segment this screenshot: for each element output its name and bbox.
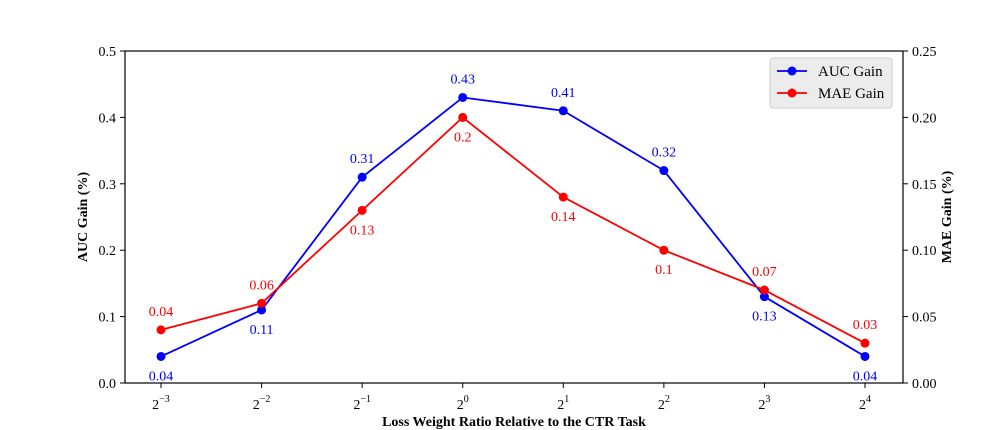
auc-gain-data-label: 0.41	[551, 86, 576, 101]
axis-ticks: 0.0 0.1 0.2 0.3 0.4 0.5 0.00 0.05 0.10 0.15 0.20 0.…	[99, 45, 937, 413]
x-tick-label: 20	[457, 394, 469, 413]
mae-gain-point	[357, 205, 367, 215]
auc-gain-data-label: 0.13	[752, 310, 777, 325]
mae-gain-point	[458, 112, 468, 122]
mae-gain-data-label: 0.07	[752, 265, 777, 280]
x-axis-title: Loss Weight Ratio Relative to the CTR Ta…	[382, 415, 646, 430]
y-left-tick-label: 0.2	[99, 244, 117, 259]
mae-gain-point	[558, 192, 568, 202]
mae-gain-data-label: 0.14	[551, 210, 576, 225]
mae-gain-data-label: 0.1	[655, 263, 673, 278]
y-right-tick-label: 0.20	[912, 111, 937, 126]
mae-gain-point	[860, 338, 870, 348]
mae-gain-data-label: 0.06	[249, 278, 274, 293]
legend-mae-marker	[787, 88, 797, 98]
mae-gain-point	[659, 245, 669, 255]
legend-auc-marker	[787, 66, 797, 76]
y-right-tick-label: 0.25	[912, 45, 937, 60]
data-labels: 0.04 0.11 0.31 0.43 0.41 0.32 0.13 0.04 0.04 0.06…	[149, 72, 878, 384]
legend: AUC Gain MAE Gain	[769, 57, 893, 109]
y-axis-title-right: MAE Gain (%)	[940, 170, 955, 263]
mae-gain-point	[759, 285, 769, 295]
mae-gain-point	[257, 298, 267, 308]
auc-gain-data-label: 0.32	[652, 146, 677, 161]
x-tick-label: 2−1	[353, 394, 371, 413]
auc-gain-data-label: 0.11	[250, 323, 274, 338]
y-right-tick-label: 0.00	[912, 377, 937, 392]
plot-frame	[124, 50, 904, 384]
mae-gain-data-label: 0.13	[350, 223, 375, 238]
auc-gain-point	[659, 166, 669, 176]
auc-gain-point	[558, 106, 568, 116]
x-tick-label: 24	[859, 394, 871, 413]
auc-gain-data-label: 0.04	[149, 369, 174, 384]
legend-auc-label: AUC Gain	[818, 64, 883, 80]
y-right-tick-label: 0.05	[912, 311, 937, 326]
x-tick-label: 22	[658, 394, 670, 413]
y-left-tick-label: 0.4	[99, 111, 117, 126]
auc-gain-point	[458, 92, 468, 102]
y-left-tick-label: 0.0	[99, 377, 117, 392]
y-right-tick-label: 0.10	[912, 244, 937, 259]
legend-mae-label: MAE Gain	[818, 86, 885, 102]
mae-gain-data-label: 0.04	[149, 305, 174, 320]
mae-gain-data-label: 0.2	[454, 130, 472, 145]
y-left-tick-label: 0.3	[99, 178, 117, 193]
mae-gain-point	[156, 325, 166, 335]
x-tick-label: 23	[758, 394, 770, 413]
x-tick-label: 2−2	[253, 394, 271, 413]
mae-gain-data-label: 0.03	[853, 318, 878, 333]
auc-gain-point	[860, 351, 870, 361]
y-right-tick-label: 0.15	[912, 178, 937, 193]
x-tick-label: 2−3	[152, 394, 170, 413]
mae-gain-line	[160, 116, 866, 344]
series-layer	[156, 92, 870, 361]
auc-gain-point	[156, 351, 166, 361]
y-left-tick-label: 0.1	[99, 311, 117, 326]
y-axis-title-left: AUC Gain (%)	[76, 172, 91, 263]
auc-gain-point	[357, 172, 367, 182]
auc-gain-data-label: 0.43	[450, 72, 475, 87]
y-left-tick-label: 0.5	[99, 45, 117, 60]
auc-gain-data-label: 0.31	[350, 152, 375, 167]
auc-gain-point	[759, 292, 769, 302]
auc-gain-point	[257, 305, 267, 315]
x-tick-label: 21	[557, 394, 569, 413]
auc-gain-data-label: 0.04	[853, 369, 878, 384]
